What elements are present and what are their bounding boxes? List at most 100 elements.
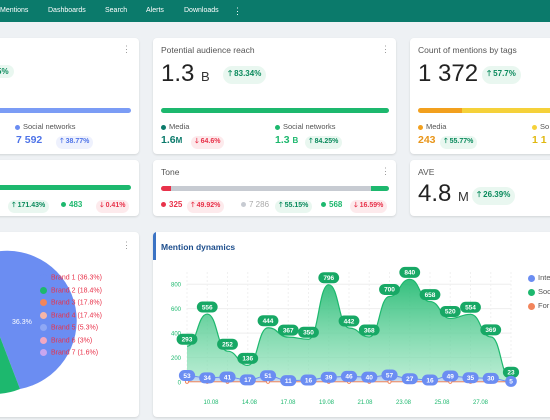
point-label-soc-bg xyxy=(338,315,360,327)
legend-social-label: Social networks xyxy=(23,122,76,131)
point-label-inte: 40 xyxy=(366,374,374,381)
brand-legend-item[interactable]: Brand 4 (17.4%) xyxy=(40,311,102,319)
brand-legend-item[interactable]: Brand 2 (18.4%) xyxy=(40,286,102,294)
media-bar-segment xyxy=(418,108,462,113)
point-label-soc: 700 xyxy=(384,287,395,294)
social-value: 1 1 xyxy=(532,134,547,146)
brand-legend-label: Brand 6 (3%) xyxy=(51,336,93,344)
legend-dot-icon xyxy=(40,274,47,281)
media-number: 1.6 xyxy=(161,134,176,146)
y-tick-label: 400 xyxy=(171,332,182,338)
pie-slice-brand-2 xyxy=(0,336,20,394)
point-label-inte: 57 xyxy=(386,372,394,379)
x-tick-label: 21.08 xyxy=(357,400,373,406)
point-label-inte-bg xyxy=(381,369,398,381)
point-label-inte: 34 xyxy=(204,375,212,382)
change-value: 5% xyxy=(0,67,9,76)
point-label-inte-bg xyxy=(482,372,499,384)
point-label-inte: 35 xyxy=(467,375,475,382)
dynamics-legend-item[interactable]: Inte xyxy=(528,273,550,282)
mentions-card: ⋮ 5% Social networks 7 592 🡑 38.77% xyxy=(0,38,139,154)
reach-number: 1.3 xyxy=(161,60,195,87)
legend-dot-icon xyxy=(40,299,47,306)
positive-change-badge: 🡓 16.59% xyxy=(350,200,388,213)
point-label-soc-bg xyxy=(318,272,340,284)
nav-dashboards[interactable]: Dashboards xyxy=(48,7,86,14)
media-dot-icon xyxy=(161,124,166,130)
point-label-soc: 796 xyxy=(323,275,334,282)
point-label-soc: 520 xyxy=(445,309,456,316)
negative-dot-icon xyxy=(161,202,166,208)
reach-change-badge: 🡑 83.34% xyxy=(223,66,267,84)
brand-legend-item[interactable]: Brand 7 (1.6%) xyxy=(40,349,98,356)
ave-change: 26.39% xyxy=(483,190,511,199)
point-label-inte: 30 xyxy=(487,376,495,383)
dynamics-legend-label: Inte xyxy=(538,273,550,282)
x-tick-label: 25.08 xyxy=(434,400,450,406)
nav-alerts[interactable]: Alerts xyxy=(146,7,164,14)
brand-legend-item[interactable]: Brand 1 (36.3%) xyxy=(40,274,102,281)
card-title: Count of mentions by tags xyxy=(418,45,517,55)
nav-downloads[interactable]: Downloads xyxy=(184,7,219,14)
card-title: Tone xyxy=(161,167,180,177)
card-title: Potential audience reach xyxy=(161,45,255,55)
card-title: AVE xyxy=(418,167,435,177)
point-label-soc-bg xyxy=(298,326,319,338)
point-label-inte: 27 xyxy=(406,376,414,383)
brand-legend-item[interactable]: Brand 3 (17.8%) xyxy=(40,299,102,306)
legend-media: Media xyxy=(418,122,446,131)
point-label-inte: 46 xyxy=(345,374,353,381)
card-menu-icon[interactable]: ⋮ xyxy=(122,44,131,54)
point-label-soc: 442 xyxy=(344,318,355,325)
point-label-soc-bg xyxy=(196,301,218,313)
social-dot-icon xyxy=(532,124,537,130)
dynamics-legend-item[interactable]: Soc xyxy=(528,287,550,296)
media-change-badge: 🡓 64.6% xyxy=(191,136,225,149)
point-for xyxy=(387,379,392,384)
distribution-bar xyxy=(0,108,131,113)
point-label-soc-bg xyxy=(217,338,238,350)
point-label-inte-bg xyxy=(280,375,297,387)
legend-media-label: Media xyxy=(169,122,190,131)
legend-dot-icon xyxy=(528,302,535,310)
legend-social-label: Social networks xyxy=(283,122,336,131)
arrow-up-icon: 🡑 xyxy=(228,69,233,78)
dynamics-legend-item[interactable]: For xyxy=(528,301,549,310)
reach-value: 1.3 B xyxy=(161,60,210,88)
brand-legend-item[interactable]: Brand 6 (3%) xyxy=(40,336,93,344)
point-label-inte-bg xyxy=(361,371,378,383)
brand-legend-item[interactable]: Brand 5 (5.3%) xyxy=(40,324,98,331)
nav-mentions[interactable]: Mentions xyxy=(0,7,29,14)
change-badge: 5% xyxy=(0,65,14,78)
neutral-dot-icon xyxy=(241,202,246,208)
point-label-soc-bg xyxy=(237,352,259,364)
point-label-inte: 53 xyxy=(183,373,191,380)
point-label-inte-bg xyxy=(219,371,236,383)
media-change-badge: 🡑 55.77% xyxy=(440,136,478,149)
mention-dynamics-card: Mention dynamics 0 200 400 600 800 10.08 14.08… xyxy=(153,232,550,417)
tags-value: 1 372 xyxy=(418,60,479,87)
point-label-soc: 252 xyxy=(222,342,233,349)
y-tick-label: 200 xyxy=(171,356,182,362)
point-label-soc: 136 xyxy=(242,356,253,363)
tone-neutral: 7 286 xyxy=(241,200,269,209)
card-menu-icon[interactable]: ⋮ xyxy=(381,44,390,54)
point-label-soc: 368 xyxy=(364,327,375,334)
metric-b-dot-icon xyxy=(61,202,66,208)
legend-social: Social networks xyxy=(275,122,336,131)
neutral-value: 7 286 xyxy=(249,200,270,209)
point-label-soc-bg xyxy=(399,266,421,278)
point-label-soc-bg xyxy=(439,305,461,317)
neutral-change: 55.15% xyxy=(284,202,309,209)
point-label-inte: 16 xyxy=(426,377,434,384)
point-label-soc: 367 xyxy=(283,327,294,334)
title-accent xyxy=(153,232,156,260)
point-label-soc: 293 xyxy=(182,336,193,343)
nav-search[interactable]: Search xyxy=(105,7,128,14)
point-label-inte-bg xyxy=(401,373,418,385)
point-label-inte: 11 xyxy=(285,378,292,385)
card-menu-icon[interactable]: ⋮ xyxy=(381,166,390,176)
more-menu-icon[interactable]: ⋮ xyxy=(233,6,242,16)
brand-legend-label: Brand 3 (17.8%) xyxy=(51,299,102,307)
card-menu-icon[interactable]: ⋮ xyxy=(122,240,131,250)
